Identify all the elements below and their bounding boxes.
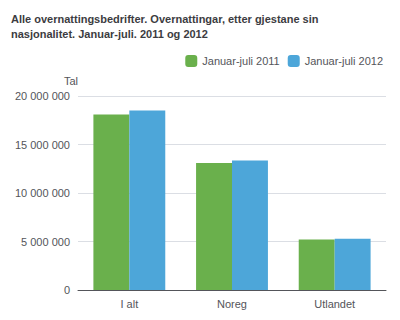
svg-text:15 000 000: 15 000 000 <box>15 139 70 151</box>
svg-text:Noreg: Noreg <box>217 298 247 310</box>
svg-text:Januar-juli 2012: Januar-juli 2012 <box>305 55 383 67</box>
svg-text:10 000 000: 10 000 000 <box>15 187 70 199</box>
svg-text:20 000 000: 20 000 000 <box>15 90 70 102</box>
svg-text:Januar-juli 2011: Januar-juli 2011 <box>202 55 279 67</box>
svg-text:nasjonalitet. Januar-juli. 201: nasjonalitet. Januar-juli. 2011 og 2012 <box>11 28 208 40</box>
svg-text:0: 0 <box>64 284 70 296</box>
svg-text:Utlandet: Utlandet <box>314 298 355 310</box>
svg-text:I alt: I alt <box>120 298 138 310</box>
svg-text:Tal: Tal <box>64 75 78 87</box>
svg-text:5 000 000: 5 000 000 <box>21 236 70 248</box>
svg-text:Alle overnattingsbedrifter. Ov: Alle overnattingsbedrifter. Overnattinga… <box>11 13 319 25</box>
